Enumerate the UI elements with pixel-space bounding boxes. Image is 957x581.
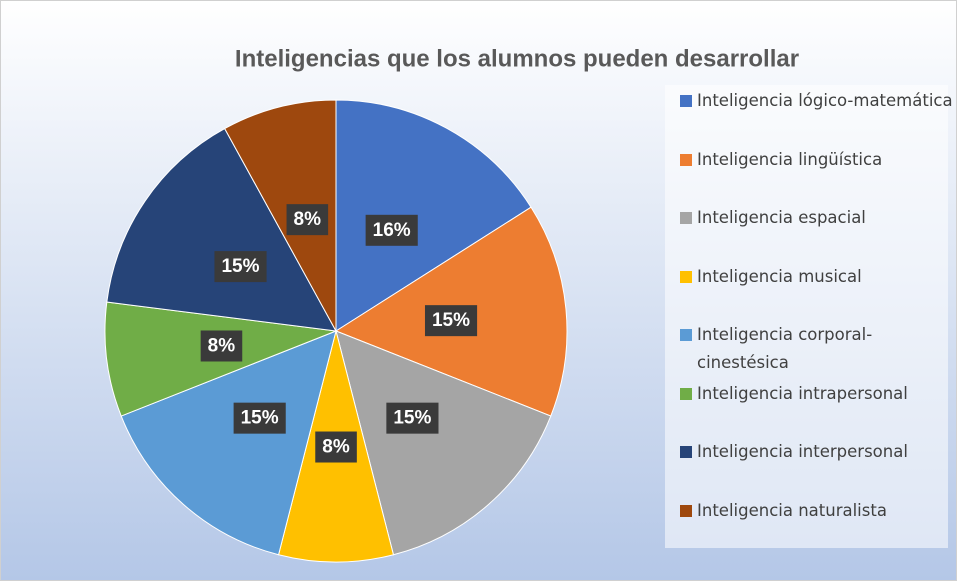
- legend-item: Inteligencia espacial: [680, 204, 957, 232]
- legend-label: Inteligencia corporal-cinestésica: [697, 325, 873, 372]
- data-label-box: [424, 305, 478, 337]
- data-label-box: [233, 402, 286, 434]
- legend-swatch: [680, 446, 692, 458]
- legend-item: Inteligencia interpersonal: [680, 438, 957, 466]
- legend-swatch: [680, 387, 692, 400]
- legend-label: Inteligencia interpersonal: [697, 442, 908, 461]
- legend-swatch: [680, 329, 692, 341]
- data-label: 8%: [208, 335, 236, 356]
- data-label-box: [315, 431, 357, 463]
- legend-label: Inteligencia lógico-matemática: [697, 91, 953, 110]
- pie-slice: [335, 99, 532, 332]
- legend-swatch: [680, 95, 692, 107]
- legend-item: Inteligencia intrapersonal: [680, 380, 957, 408]
- legend: Inteligencia lógico-matemática Inteligenc…: [665, 85, 953, 548]
- pie-slice: [335, 330, 552, 556]
- data-label-box: [365, 214, 418, 246]
- data-label: 16%: [373, 220, 411, 241]
- pie-slice: [106, 127, 337, 332]
- legend-label: Inteligencia intrapersonal: [697, 383, 908, 403]
- data-label-box: [386, 402, 439, 434]
- legend-label: Inteligencia lingüística: [697, 149, 883, 169]
- legend-label: Inteligencia espacial: [697, 208, 866, 227]
- legend-swatch: [680, 270, 692, 283]
- data-label: 8%: [294, 209, 322, 230]
- legend-swatch: [680, 212, 692, 224]
- data-label-box: [214, 251, 267, 283]
- data-label: 15%: [432, 310, 470, 331]
- pie-slice: [224, 99, 337, 332]
- legend-swatch: [680, 504, 692, 517]
- legend-item: Inteligencia lingüística: [680, 146, 957, 174]
- legend-item: Inteligencia corporal-cinestésica: [680, 321, 957, 377]
- chart-title: Inteligencias que los alumnos pueden des…: [235, 45, 799, 72]
- legend-label: Inteligencia naturalista: [697, 500, 887, 520]
- legend-item: Inteligencia naturalista: [680, 497, 957, 525]
- legend-item: Inteligencia lógico-matemática: [680, 87, 957, 115]
- data-label: 8%: [322, 437, 350, 458]
- legend-label: Inteligencia musical: [697, 266, 862, 286]
- data-label-box: [286, 204, 329, 236]
- data-label: 15%: [241, 408, 279, 429]
- legend-item: Inteligencia musical: [680, 263, 957, 291]
- data-label-box: [200, 330, 243, 362]
- legend-swatch: [680, 153, 692, 166]
- pie-slice: [120, 330, 337, 556]
- data-label: 15%: [221, 256, 259, 277]
- data-label: 15%: [393, 408, 431, 429]
